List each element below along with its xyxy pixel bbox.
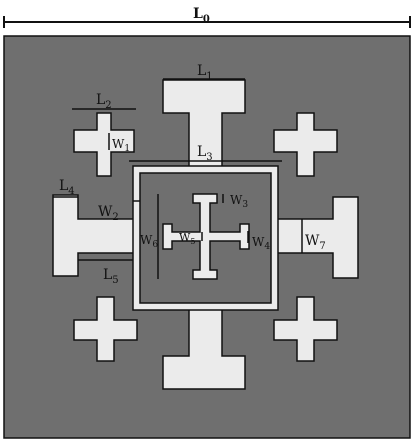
right-t-element xyxy=(274,196,359,279)
label-w7: W7 xyxy=(305,233,326,252)
corner-cross-top-left xyxy=(73,112,135,177)
label-w6: W6 xyxy=(140,233,158,250)
label-w5: W5 xyxy=(179,231,195,246)
label-l2: L2 xyxy=(96,92,112,111)
label-w3: W3 xyxy=(230,193,248,210)
label-w4: W4 xyxy=(252,235,270,252)
label-l4: L4 xyxy=(59,178,75,197)
corner-cross-bottom-left xyxy=(73,296,138,362)
label-w2: W2 xyxy=(98,204,119,223)
dimension-l0 xyxy=(3,16,411,28)
label-w1: W1 xyxy=(112,137,130,154)
dimension-lines xyxy=(53,78,303,279)
label-l5: L5 xyxy=(103,267,119,286)
inner-jerusalem-cross xyxy=(162,193,250,280)
label-l0: L0 xyxy=(193,6,210,25)
corner-cross-top-right xyxy=(273,112,338,177)
label-l3: L3 xyxy=(197,144,213,163)
bottom-t-element xyxy=(162,306,246,390)
corner-cross-bottom-right xyxy=(273,296,338,362)
label-l1: L1 xyxy=(197,63,213,82)
